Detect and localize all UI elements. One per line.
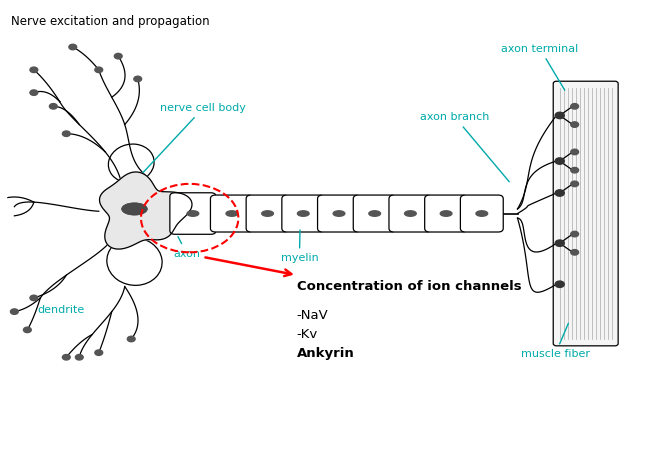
FancyBboxPatch shape xyxy=(282,195,325,232)
Circle shape xyxy=(23,327,31,333)
Circle shape xyxy=(570,104,578,109)
Ellipse shape xyxy=(122,203,147,215)
Circle shape xyxy=(95,67,102,73)
Text: dendrite: dendrite xyxy=(37,305,84,315)
Circle shape xyxy=(30,295,38,301)
FancyBboxPatch shape xyxy=(318,195,361,232)
Ellipse shape xyxy=(187,211,199,216)
Circle shape xyxy=(570,181,578,187)
Circle shape xyxy=(114,53,122,59)
Circle shape xyxy=(570,231,578,237)
Circle shape xyxy=(555,281,564,287)
Polygon shape xyxy=(100,172,192,249)
Circle shape xyxy=(10,309,18,314)
Circle shape xyxy=(570,149,578,155)
Ellipse shape xyxy=(333,211,345,216)
FancyBboxPatch shape xyxy=(389,195,432,232)
Circle shape xyxy=(63,131,70,136)
Circle shape xyxy=(570,168,578,173)
Circle shape xyxy=(555,112,564,118)
FancyBboxPatch shape xyxy=(211,195,253,232)
Text: axon branch: axon branch xyxy=(420,112,509,182)
Circle shape xyxy=(555,190,564,196)
Text: Ankyrin: Ankyrin xyxy=(297,347,355,360)
Circle shape xyxy=(30,67,38,73)
Circle shape xyxy=(30,90,38,95)
Ellipse shape xyxy=(404,211,416,216)
Ellipse shape xyxy=(440,211,452,216)
Ellipse shape xyxy=(226,211,238,216)
Text: Concentration of ion channels: Concentration of ion channels xyxy=(297,280,522,293)
FancyBboxPatch shape xyxy=(424,195,467,232)
Text: axon: axon xyxy=(173,236,200,259)
FancyBboxPatch shape xyxy=(353,195,396,232)
Circle shape xyxy=(127,336,135,342)
FancyBboxPatch shape xyxy=(246,195,289,232)
FancyBboxPatch shape xyxy=(170,193,216,234)
Circle shape xyxy=(134,76,141,82)
Circle shape xyxy=(555,158,564,164)
Text: -Kv: -Kv xyxy=(297,328,318,341)
Text: muscle fiber: muscle fiber xyxy=(521,323,590,359)
Circle shape xyxy=(95,350,102,355)
Text: Nerve excitation and propagation: Nerve excitation and propagation xyxy=(11,15,210,28)
Ellipse shape xyxy=(476,211,488,216)
Circle shape xyxy=(50,104,57,109)
Text: nerve cell body: nerve cell body xyxy=(143,103,246,173)
Circle shape xyxy=(76,354,83,360)
Text: myelin: myelin xyxy=(280,230,318,263)
Ellipse shape xyxy=(369,211,381,216)
FancyBboxPatch shape xyxy=(460,195,503,232)
Circle shape xyxy=(570,250,578,255)
Ellipse shape xyxy=(297,211,309,216)
FancyBboxPatch shape xyxy=(554,81,618,346)
Circle shape xyxy=(570,122,578,127)
Circle shape xyxy=(69,44,77,50)
Circle shape xyxy=(555,240,564,246)
Circle shape xyxy=(63,354,70,360)
Text: axon terminal: axon terminal xyxy=(501,44,578,90)
Text: -NaV: -NaV xyxy=(297,309,329,322)
Ellipse shape xyxy=(261,211,273,216)
